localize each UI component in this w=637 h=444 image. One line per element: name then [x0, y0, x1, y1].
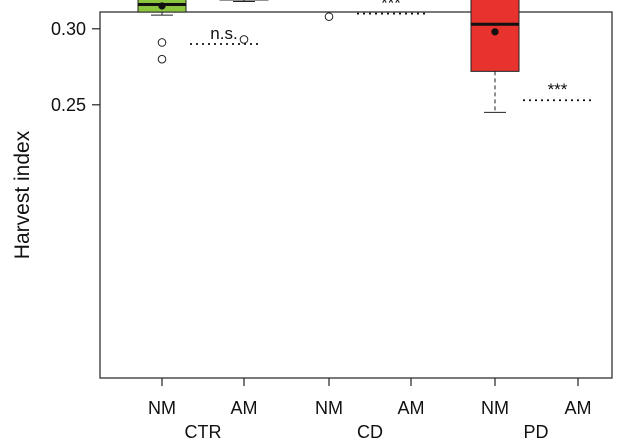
x-tick-label: AM [231, 398, 258, 418]
mean-point [491, 28, 499, 36]
significance-marker: *** [523, 80, 592, 102]
significance-annotations: *******n.s.n.s.****** [190, 0, 592, 102]
box-pd-nm [470, 0, 520, 113]
x-tick-label: NM [148, 398, 176, 418]
outlier-point [324, 12, 334, 21]
box-ctr-am [219, 0, 269, 44]
outlier-point [157, 54, 167, 64]
box-cd-nm [324, 12, 334, 21]
x-tick-label: AM [398, 398, 425, 418]
significance-marker: *** [357, 0, 425, 15]
y-tick-label: 0.30 [51, 19, 86, 39]
box-body [470, 0, 520, 72]
x-tick-label: NM [315, 398, 343, 418]
y-tick-label: 0.25 [51, 95, 86, 115]
group-label: CTR [185, 422, 222, 442]
outlier-point [157, 38, 167, 47]
significance-marker: n.s. [190, 24, 258, 45]
x-tick-label: NM [481, 398, 509, 418]
significance-label: n.s. [210, 24, 237, 43]
mean-point [158, 2, 166, 10]
box-ctr-nm [137, 0, 187, 64]
y-axis-label: Harvest index [11, 130, 34, 259]
group-label: PD [523, 422, 548, 442]
outlier-point [239, 35, 249, 44]
box-series [137, 0, 520, 113]
group-label: CD [357, 422, 383, 442]
x-tick-label: AM [565, 398, 592, 418]
significance-label: *** [381, 0, 401, 13]
plot-frame [99, 11, 613, 379]
x-axis: NM AM NM AM NM AM CTR CD PD [148, 378, 592, 442]
significance-label: *** [548, 80, 568, 99]
y-axis: 0.250.300.350.400.45 [51, 19, 100, 115]
